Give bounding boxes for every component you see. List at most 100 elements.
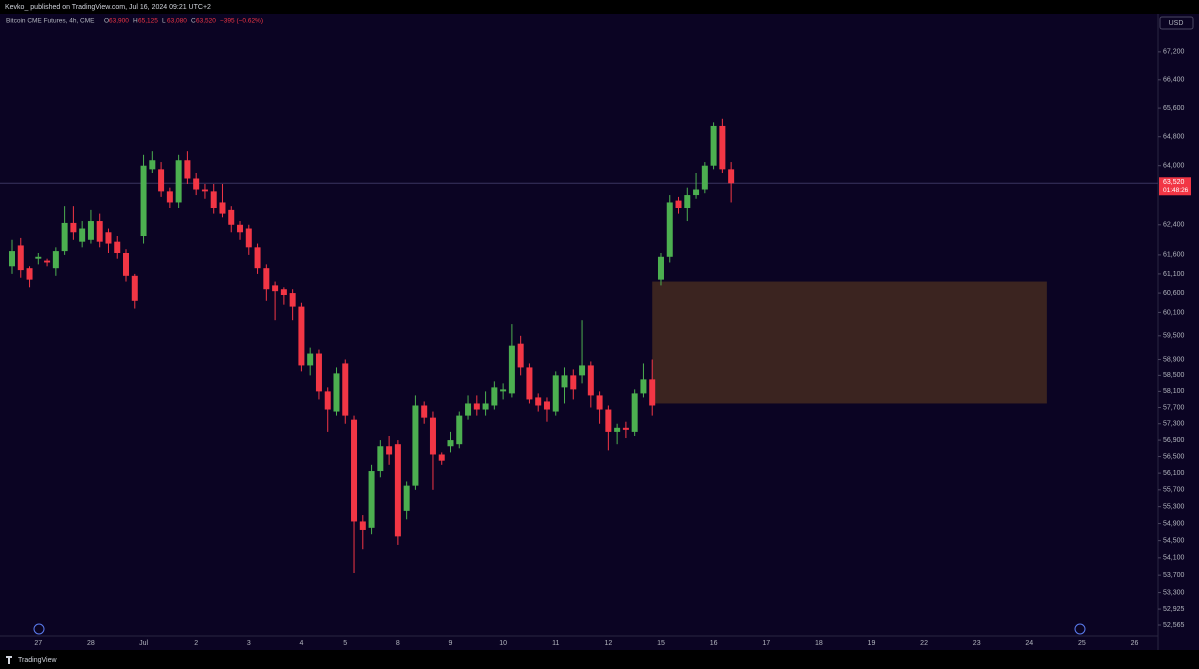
candle-body: [263, 268, 270, 290]
candle-body: [201, 189, 208, 192]
candle-body: [35, 256, 42, 259]
x-tick-label: 9: [449, 640, 453, 647]
candle-body: [649, 379, 656, 406]
candle-body: [412, 405, 419, 486]
candle-body: [500, 389, 507, 392]
plot: [0, 118, 1158, 573]
legend-value: 63,900: [109, 18, 129, 25]
candle-body: [140, 165, 147, 237]
candle-body: [359, 521, 366, 530]
candle-body: [184, 160, 191, 179]
candle-body: [447, 440, 454, 447]
candle-body: [87, 221, 94, 240]
brand: TradingView: [18, 657, 57, 664]
y-tick-label: 58,100: [1163, 388, 1185, 395]
y-tick-label: 56,900: [1163, 437, 1185, 444]
candle-body: [333, 373, 340, 412]
y-tick-label: 64,800: [1163, 134, 1185, 141]
candle-body: [61, 222, 68, 252]
candle-body: [675, 200, 682, 209]
candle-body: [640, 379, 647, 394]
candle-body: [394, 444, 401, 537]
candle-body: [728, 169, 735, 184]
candle-body: [158, 169, 165, 192]
x-tick-label: 22: [920, 640, 928, 647]
x-tick-label: Jul: [139, 640, 148, 647]
candle-body: [614, 427, 621, 432]
candle-body: [44, 260, 51, 263]
y-tick-label: 59,500: [1163, 333, 1185, 340]
candle-body: [465, 403, 472, 416]
candle-body: [543, 401, 550, 410]
zone: [652, 281, 1047, 404]
nav-icon[interactable]: [33, 623, 45, 635]
legend-key: L: [162, 18, 166, 25]
y-tick-label: 53,700: [1163, 572, 1185, 579]
candle-body: [657, 256, 664, 280]
price-tag-value: 63,520: [1163, 179, 1185, 186]
y-tick-label: 52,565: [1163, 622, 1185, 629]
x-tick-label: 16: [710, 640, 718, 647]
y-tick-label: 52,925: [1163, 606, 1185, 613]
candle-body: [386, 446, 393, 455]
x-tick-label: 4: [299, 640, 303, 647]
candle-body: [438, 454, 445, 461]
candle-body: [131, 275, 138, 301]
candle-body: [175, 160, 182, 203]
candle-body: [114, 241, 121, 253]
x-tick-label: 5: [343, 640, 347, 647]
candle-body: [579, 365, 586, 376]
x-tick-label: 3: [247, 640, 251, 647]
candle-body: [210, 191, 217, 209]
x-tick-label: 10: [499, 640, 507, 647]
candle-body: [79, 228, 86, 242]
y-tick-label: 60,100: [1163, 309, 1185, 316]
candle-body: [491, 387, 498, 406]
x-tick-label: 24: [1025, 640, 1033, 647]
price-tag-countdown: 01:48:26: [1163, 187, 1189, 194]
candle-body: [719, 125, 726, 170]
candle-body: [377, 446, 384, 472]
candle-body: [105, 232, 112, 244]
y-tick-label: 56,500: [1163, 453, 1185, 460]
candle-body: [535, 397, 542, 406]
candle-body: [666, 202, 673, 257]
y-tick-label: 58,900: [1163, 356, 1185, 363]
x-tick-label: 25: [1078, 640, 1086, 647]
y-tick-label: 58,500: [1163, 372, 1185, 379]
candle-body: [166, 191, 173, 203]
candle-body: [605, 409, 612, 432]
candle-body: [561, 375, 568, 388]
x-tick-label: 27: [34, 640, 42, 647]
candle-body: [315, 353, 322, 392]
price-tag: [1159, 177, 1191, 196]
footer-bar: [0, 650, 1199, 669]
y-tick-label: 55,300: [1163, 503, 1185, 510]
candle-body: [368, 471, 375, 528]
candle-body: [237, 224, 244, 233]
candle-body: [70, 222, 77, 233]
x-tick-label: 19: [868, 640, 876, 647]
candle-body: [701, 165, 708, 190]
candle-body: [517, 343, 524, 368]
y-tick-label: 61,600: [1163, 252, 1185, 259]
candle-body: [631, 393, 638, 432]
x-tick-label: 11: [552, 640, 559, 647]
x-tick-label: 26: [1131, 640, 1139, 647]
candle-body: [482, 403, 489, 410]
y-tick-label: 56,100: [1163, 470, 1185, 477]
legend-value: 63,520: [196, 18, 216, 25]
ohlc-legend: O 63,900 H 65,125 L 63,080 C 63,520 −395 (−0.62%…: [104, 18, 263, 25]
currency-button[interactable]: [1159, 16, 1194, 30]
legend-change: −395 (−0.62%): [220, 18, 263, 25]
candle-body: [473, 403, 480, 410]
candle-body: [307, 353, 314, 366]
y-tick-label: 57,300: [1163, 421, 1185, 428]
y-tick-label: 60,600: [1163, 290, 1185, 297]
legend-key: H: [133, 18, 138, 25]
candle-body: [193, 178, 200, 190]
candle-body: [351, 419, 358, 522]
candle-body: [254, 247, 261, 269]
legend-key: C: [191, 18, 196, 25]
nav-icon[interactable]: [1074, 623, 1086, 635]
